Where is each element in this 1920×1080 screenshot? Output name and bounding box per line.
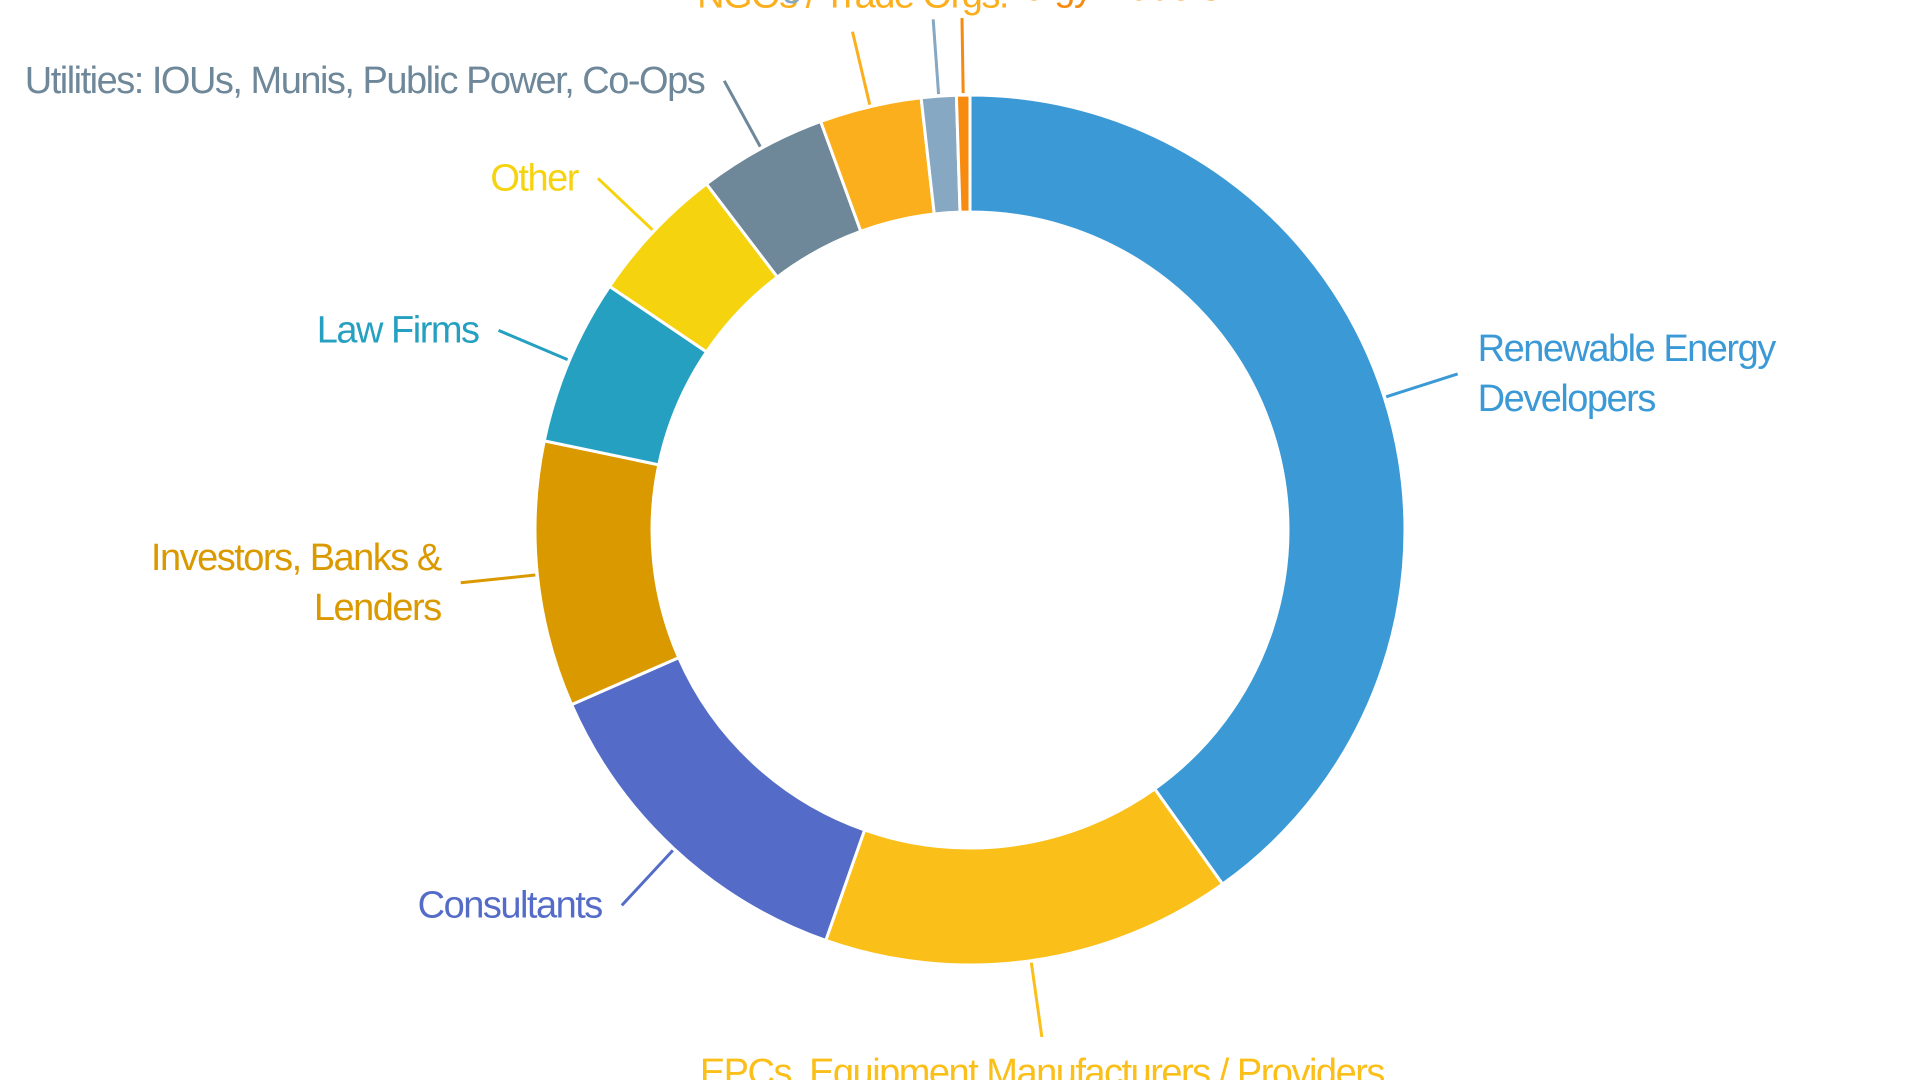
leader-line-consultants	[620, 849, 674, 907]
slice-renewable-energy-developers	[968, 93, 1407, 887]
slice-consultants	[569, 655, 867, 943]
label-line-utilities-ious-munis-public-power-co-ops-0: Utilities: IOUs, Munis, Public Power, Co…	[25, 60, 705, 102]
label-energy-traders: Energy Traders	[980, 0, 1219, 9]
leader-lines-group	[460, 18, 1459, 1038]
label-renewable-energy-developers: Renewable Energy Developers	[1478, 328, 1777, 420]
label-line-renewable-energy-developers-0: Renewable Energy	[1478, 328, 1777, 370]
label-line-renewable-energy-developers-1: Developers	[1478, 378, 1656, 420]
label-investors-banks-lenders: Investors, Banks & Lenders	[151, 537, 442, 629]
label-line-law-firms-0: Law Firms	[317, 309, 479, 351]
leader-line-regulator-or-government	[931, 19, 941, 95]
label-line-energy-traders-0: Energy Traders	[980, 0, 1219, 9]
slice-investors-banks-lenders	[533, 439, 681, 707]
label-regulator-or-government: Regulator or Government	[736, 0, 1132, 4]
label-line-consultants-0: Consultants	[418, 884, 603, 926]
labels-group: Renewable Energy Developers EPCs, Equipmen…	[25, 0, 1778, 1080]
leader-line-law-firms	[497, 328, 569, 361]
leader-line-energy-traders	[960, 18, 965, 94]
label-line-investors-banks-lenders-1: Lenders	[314, 587, 441, 629]
label-line-other-0: Other	[490, 157, 579, 199]
label-epcs-equipment-manufacturers-providers: EPCs, Equipment Manufacturers / Provider…	[700, 1052, 1385, 1080]
leader-line-investors-banks-lenders	[460, 573, 536, 585]
slice-energy-traders	[954, 93, 972, 214]
leader-line-renewable-energy-developers	[1385, 372, 1459, 399]
label-law-firms: Law Firms	[317, 309, 479, 351]
slice-epcs-equipment-manufacturers-providers	[823, 786, 1225, 967]
slices-group	[533, 93, 1407, 967]
label-line-ngos-trade-orgs-0: NGOs / Trade Orgs.	[697, 0, 1008, 17]
label-ngos-trade-orgs: NGOs / Trade Orgs.	[697, 0, 1008, 17]
leader-line-other	[596, 177, 654, 231]
label-line-epcs-equipment-manufacturers-providers-0: EPCs, Equipment Manufacturers / Provider…	[700, 1052, 1385, 1080]
label-other: Other	[490, 157, 579, 199]
label-line-regulator-or-government-0: Regulator or Government	[736, 0, 1132, 4]
label-line-investors-banks-lenders-0: Investors, Banks &	[151, 537, 442, 579]
label-utilities-ious-munis-public-power-co-ops: Utilities: IOUs, Munis, Public Power, Co…	[25, 60, 705, 102]
leader-line-epcs-equipment-manufacturers-providers	[1029, 962, 1044, 1038]
label-consultants: Consultants	[418, 884, 603, 926]
leader-line-ngos-trade-orgs	[851, 31, 872, 106]
leader-line-utilities-ious-munis-public-power-co-ops	[722, 80, 762, 148]
